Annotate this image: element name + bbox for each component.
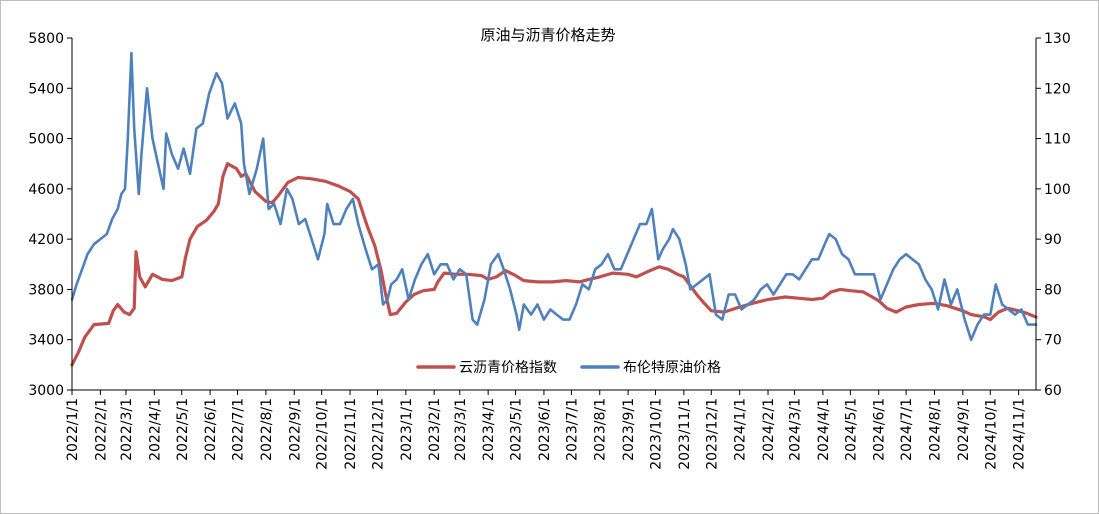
y-axis-left: 3000 3400 3800 4200 4600 5000 5400 5800 xyxy=(28,31,73,399)
x-tick-label: 2024/1/1 xyxy=(733,398,749,461)
legend-label-asphalt: 云沥青价格指数 xyxy=(459,360,557,376)
legend-item-asphalt: 云沥青价格指数 xyxy=(416,360,557,376)
y-right-tick-label: 100 xyxy=(1044,182,1071,198)
y-left-tick-label: 5400 xyxy=(28,81,64,97)
series-line-brent xyxy=(70,51,1038,342)
x-tick-label: 2023/10/1 xyxy=(649,398,665,470)
x-tick-label: 2024/4/1 xyxy=(816,398,832,461)
y-right-tick-label: 110 xyxy=(1044,132,1071,148)
y-left-tick-label: 3000 xyxy=(28,383,64,399)
x-tick-label: 2024/6/1 xyxy=(872,398,888,461)
y-left-tick-label: 4200 xyxy=(28,232,64,248)
legend-label-brent: 布伦特原油价格 xyxy=(623,360,721,376)
plot-area xyxy=(70,51,1038,367)
x-tick-label: 2022/11/1 xyxy=(343,398,359,470)
y-right-tick-label: 130 xyxy=(1044,31,1071,47)
x-tick-label: 2022/6/1 xyxy=(203,398,219,461)
x-tick-label: 2023/4/1 xyxy=(481,398,497,461)
x-tick-label: 2023/7/1 xyxy=(564,398,580,461)
x-tick-label: 2022/10/1 xyxy=(315,398,331,470)
legend-item-brent: 布伦特原油价格 xyxy=(580,360,721,376)
y-right-tick-label: 90 xyxy=(1044,232,1062,248)
x-tick-label: 2023/2/1 xyxy=(427,398,443,461)
y-left-tick-label: 4600 xyxy=(28,182,64,198)
x-tick-label: 2023/5/1 xyxy=(509,398,525,461)
x-axis: 2022/1/1 2022/2/1 2022/3/1 2022/4/1 2022/5/1… xyxy=(65,389,1036,470)
x-tick-label: 2024/7/1 xyxy=(899,398,915,461)
y-right-tick-label: 70 xyxy=(1044,333,1062,349)
y-right-tick-label: 80 xyxy=(1044,282,1062,298)
x-tick-label: 2022/1/1 xyxy=(65,398,81,461)
x-tick-label: 2024/5/1 xyxy=(843,398,859,461)
x-tick-label: 2024/9/1 xyxy=(956,398,972,461)
x-tick-label: 2023/9/1 xyxy=(621,398,637,461)
y-axis-right: 60 70 80 90 100 110 120 130 xyxy=(1035,31,1071,399)
x-tick-label: 2024/10/1 xyxy=(983,398,999,470)
x-tick-label: 2022/4/1 xyxy=(147,398,163,461)
x-tick-label: 2024/11/1 xyxy=(1012,398,1028,470)
x-tick-label: 2023/11/1 xyxy=(677,398,693,470)
x-tick-label: 2024/2/1 xyxy=(761,398,777,461)
y-left-tick-label: 3800 xyxy=(28,282,64,298)
x-tick-label: 2022/3/1 xyxy=(119,398,135,461)
y-left-tick-label: 5000 xyxy=(28,132,64,148)
x-tick-label: 2022/8/1 xyxy=(259,398,275,461)
x-tick-label: 2022/2/1 xyxy=(93,398,109,461)
y-right-tick-label: 120 xyxy=(1044,81,1071,97)
x-tick-label: 2024/8/1 xyxy=(927,398,943,461)
series-line-asphalt xyxy=(70,162,1038,367)
x-tick-label: 2023/1/1 xyxy=(399,398,415,461)
y-left-tick-label: 3400 xyxy=(28,333,64,349)
x-tick-label: 2022/9/1 xyxy=(287,398,303,461)
chart-title: 原油与沥青价格走势 xyxy=(480,26,615,44)
y-left-tick-label: 5800 xyxy=(28,31,64,47)
x-tick-label: 2023/3/1 xyxy=(453,398,469,461)
y-right-tick-label: 60 xyxy=(1044,383,1062,399)
x-tick-label: 2022/5/1 xyxy=(175,398,191,461)
x-tick-label: 2022/7/1 xyxy=(231,398,247,461)
x-tick-label: 2022/12/1 xyxy=(370,398,386,470)
legend: 云沥青价格指数 布伦特原油价格 xyxy=(416,360,721,376)
x-tick-label: 2023/12/1 xyxy=(704,398,720,470)
x-tick-label: 2023/6/1 xyxy=(537,398,553,461)
x-tick-label: 2024/3/1 xyxy=(788,398,804,461)
x-tick-label: 2023/8/1 xyxy=(593,398,609,461)
